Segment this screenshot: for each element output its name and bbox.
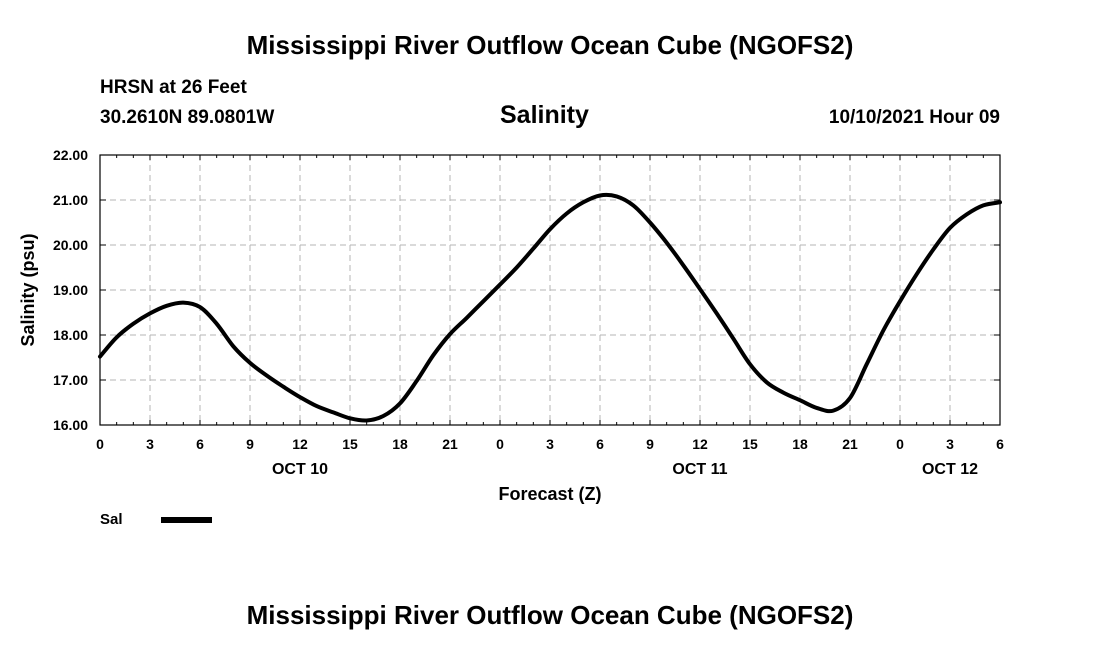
x-tick-label: 3 (146, 436, 154, 452)
station-label: HRSN at 26 Feet (100, 77, 247, 98)
forecast-datetime: 10/10/2021 Hour 09 (828, 107, 1000, 128)
plot-frame (99, 154, 1001, 426)
x-tick-label: 3 (546, 436, 554, 452)
x-tick-label: 21 (842, 436, 858, 452)
x-tick-label: 0 (496, 436, 504, 452)
x-axis-title: Forecast (Z) (498, 484, 601, 504)
y-tick-label: 22.00 (53, 147, 88, 163)
x-tick-label: 18 (392, 436, 408, 452)
salinity-series-line (98, 192, 1002, 423)
date-label: OCT 10 (272, 461, 328, 478)
x-tick-label: 12 (292, 436, 308, 452)
date-label: OCT 11 (672, 461, 727, 478)
legend-swatch (161, 517, 212, 523)
x-tick-label: 9 (646, 436, 654, 452)
x-tick-label: 21 (442, 436, 458, 452)
station-coordinates: 30.2610N 89.0801W (100, 107, 275, 128)
grid-lines (100, 155, 1000, 425)
x-tick-label: 18 (792, 436, 808, 452)
x-tick-label: 6 (996, 436, 1004, 452)
x-tick-label: 0 (96, 436, 104, 452)
x-tick-label: 6 (596, 436, 604, 452)
x-tick-label: 3 (946, 436, 954, 452)
y-axis-title: Salinity (psu) (18, 233, 38, 346)
axis-labels: 0 3 6 9 12 15 18 21 0 3 6 9 12 15 18 21 0 3 6 16.00 17.00 18.… (53, 147, 1004, 478)
y-tick-label: 19.00 (53, 282, 88, 298)
x-tick-label: 0 (896, 436, 904, 452)
footer-title: Mississippi River Outflow Ocean Cube (NG… (246, 600, 854, 630)
legend-label: Sal (100, 511, 123, 528)
x-tick-label: 15 (742, 436, 758, 452)
y-tick-label: 17.00 (53, 372, 88, 388)
page-title: Mississippi River Outflow Ocean Cube (NG… (246, 30, 854, 60)
y-tick-label: 21.00 (53, 192, 88, 208)
x-tick-label: 15 (342, 436, 358, 452)
x-tick-label: 6 (196, 436, 204, 452)
x-tick-label: 12 (692, 436, 708, 452)
y-tick-label: 16.00 (53, 417, 88, 433)
y-tick-label: 20.00 (53, 237, 88, 253)
x-tick-label: 9 (246, 436, 254, 452)
y-tick-label: 18.00 (53, 327, 88, 343)
variable-title: Salinity (500, 101, 589, 129)
date-label: OCT 12 (922, 461, 978, 478)
